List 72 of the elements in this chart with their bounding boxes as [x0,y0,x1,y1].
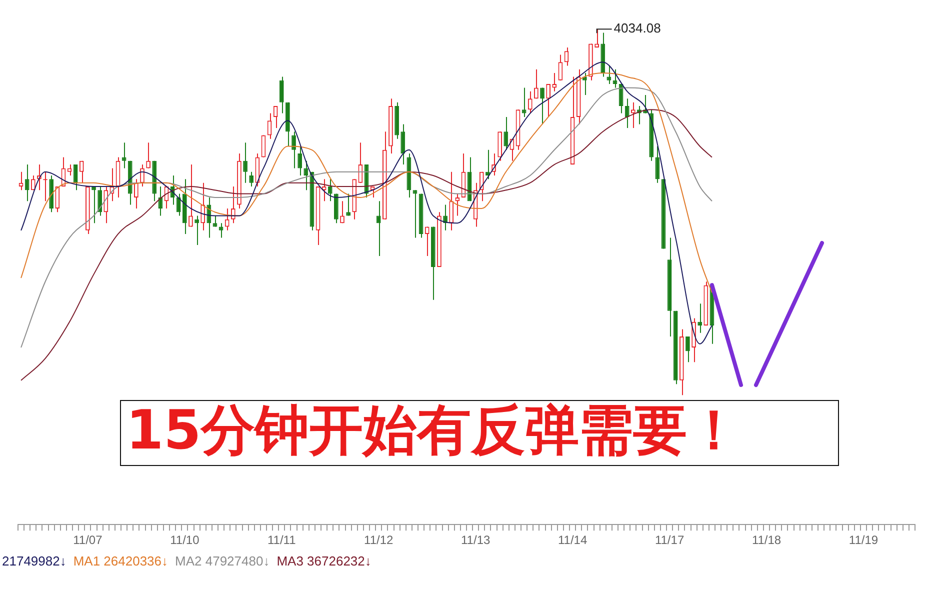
candlestick [424,226,430,257]
candlestick [98,186,102,216]
candlestick [630,102,636,128]
candlestick [400,124,406,166]
candlestick [188,164,193,228]
candlestick [655,146,660,184]
candlestick [504,116,508,150]
candlestick [346,193,350,216]
candlestick [73,164,78,191]
x-tick-label: 11/12 [364,533,394,548]
candlestick [304,160,308,191]
candlestick [194,215,199,246]
candlestick [104,186,108,224]
x-tick-label: 11/10 [170,533,200,548]
text: MA1 26420336↓ [73,554,168,569]
candlestick [146,142,150,169]
candlestick [479,171,484,202]
candlestick [443,204,448,231]
candlestick [249,171,254,187]
annotation: 4034.08 [614,20,661,36]
text: MA3 36726232↓ [276,554,372,569]
candlestick [606,65,612,85]
candlestick [322,178,326,202]
candlestick [67,164,72,176]
candlestick [522,87,526,118]
candlestick [412,190,418,238]
text: MA2 47927480↓ [175,554,270,569]
candlestick [122,142,126,169]
candlestick [594,28,599,48]
candlestick [292,131,296,169]
candlestick [255,153,260,187]
candlestick [279,76,284,114]
x-tick-label: 11/13 [461,533,490,548]
candlestick [498,131,502,162]
x-tick-label: 11/17 [654,533,684,548]
candlestick [273,105,278,128]
candlestick [218,222,224,238]
candlestick [528,90,532,114]
candlestick [334,193,338,224]
candlestick [298,146,302,176]
candlestick [534,68,538,100]
candlestick [176,193,181,216]
candlestick [92,186,96,224]
candlestick [140,164,144,187]
candlestick [486,149,490,180]
candlestick [546,84,551,118]
candlestick [158,186,163,216]
candlestick [698,303,702,334]
x-tick-label: 11/19 [848,533,878,548]
candlestick [328,178,332,202]
candlestick [455,193,460,216]
candlestick [200,182,206,231]
x-tick-label: 11/11 [268,533,296,548]
candlestick [376,200,381,257]
candlestick [224,208,230,231]
candlestick [24,164,30,202]
text: 21749982↓ [2,554,66,569]
x-tick-label: 11/18 [752,533,782,548]
candlestick [30,175,36,191]
candlestick [582,72,587,96]
annotation: 15分钟开始有反弹需要！ [126,398,742,462]
candlestick [540,87,544,125]
x-tick-label: 11/14 [558,533,588,548]
candlestick [340,200,344,224]
x-tick-label: 11/07 [73,533,103,548]
candlestick [79,160,84,184]
candlestick [686,336,690,363]
candlestick [449,171,454,231]
candlestick [243,142,248,184]
candlestick [134,178,138,209]
candlestick [552,72,557,92]
candlestick [624,98,630,128]
